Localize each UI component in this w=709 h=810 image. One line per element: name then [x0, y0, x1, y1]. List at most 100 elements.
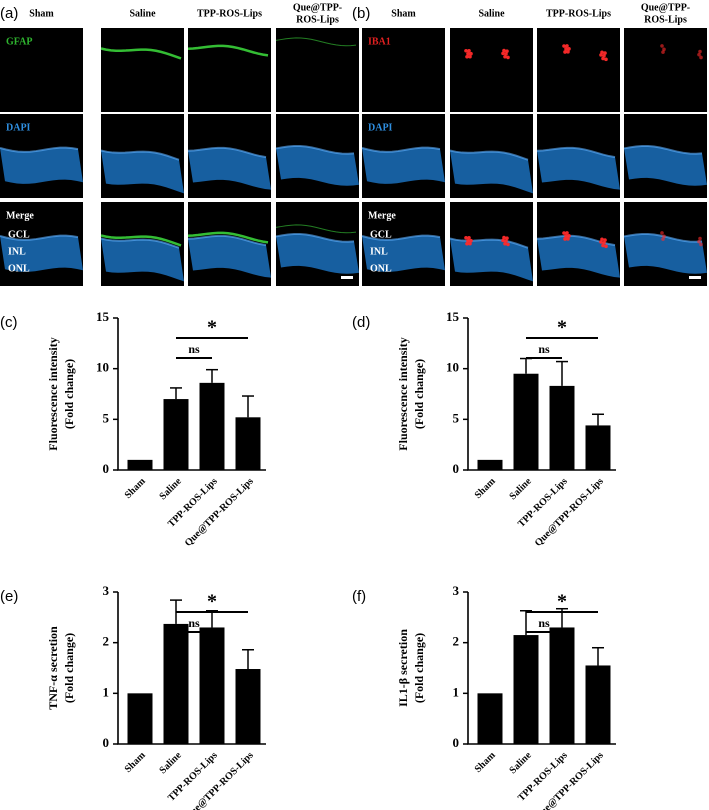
bar [199, 382, 225, 470]
nuclei-band [188, 147, 271, 190]
y-tick-label: 0 [453, 461, 460, 476]
bar [513, 635, 539, 744]
bar [585, 425, 611, 470]
layer-label: ONL [370, 263, 392, 274]
gfap-signal [275, 224, 357, 234]
bar [477, 693, 503, 744]
y-tick-label: 3 [103, 583, 110, 598]
iba1-signal [567, 234, 571, 238]
gfap-signal [275, 37, 357, 47]
bar [477, 459, 503, 470]
bar [163, 399, 189, 470]
nuclei-band [449, 237, 529, 249]
column-header: ROS-Lips [644, 14, 687, 25]
significance-label: ns [538, 616, 550, 630]
significance-label: * [207, 317, 217, 339]
iba1-signal [698, 49, 702, 54]
bar [127, 459, 153, 470]
bar [585, 665, 611, 744]
panel-label: (f) [352, 588, 366, 605]
panel-label: (b) [352, 5, 370, 22]
significance-label: * [207, 591, 217, 613]
layer-label: INL [370, 246, 388, 257]
bar [163, 623, 189, 744]
column-header: Sham [29, 8, 54, 19]
stain-label: Merge [6, 210, 34, 221]
iba1-signal [566, 237, 570, 241]
nuclei-band [537, 235, 620, 278]
iba1-signal [699, 55, 703, 60]
iba1-signal [697, 52, 701, 57]
iba1-signal [501, 238, 505, 243]
micrograph [624, 28, 707, 112]
iba1-signal [469, 238, 473, 243]
bar [549, 385, 575, 470]
bar [549, 627, 575, 744]
iba1-signal [661, 50, 665, 54]
iba1-signal [602, 241, 606, 245]
iba1-signal [468, 241, 472, 246]
nuclei-band [275, 144, 355, 155]
iba1-signal [567, 47, 571, 51]
nuclei-band [536, 146, 616, 159]
iba1-signal [464, 48, 468, 53]
y-axis-label: (Fold change) [62, 633, 76, 703]
iba1-signal [506, 55, 510, 60]
gfap-signal [187, 44, 269, 57]
nuclei-band [362, 235, 445, 272]
iba1-signal [469, 51, 473, 56]
nuclei-band [101, 150, 184, 194]
iba1-signal [501, 51, 505, 56]
stain-label: DAPI [368, 122, 393, 133]
nuclei-band [361, 234, 441, 241]
iba1-signal [563, 237, 567, 241]
significance-label: * [557, 317, 567, 339]
x-tick-label: Sham [123, 475, 149, 501]
iba1-signal [565, 231, 569, 235]
y-tick-label: 0 [453, 735, 460, 750]
y-tick-label: 3 [453, 583, 460, 598]
bar [235, 417, 261, 470]
y-axis-label: (Fold change) [62, 359, 76, 429]
nuclei-band [361, 146, 441, 153]
y-tick-label: 1 [103, 684, 110, 699]
iba1-signal [564, 47, 568, 51]
iba1-signal [502, 235, 506, 240]
y-tick-label: 1 [453, 684, 460, 699]
bar [235, 669, 261, 744]
nuclei-band [450, 238, 533, 282]
iba1-signal [505, 236, 509, 240]
y-tick-label: 2 [103, 634, 110, 649]
y-axis-label: (Fold change) [412, 359, 426, 429]
y-tick-label: 15 [96, 309, 110, 324]
gfap-signal [100, 47, 182, 60]
x-tick-label: Saline [157, 750, 184, 777]
y-axis-label: IL1-β secretion [396, 629, 410, 707]
significance-label: * [557, 591, 567, 613]
bar [127, 693, 153, 744]
column-header: TPP-ROS-Lips [197, 8, 262, 19]
column-header: Sham [391, 8, 416, 19]
y-tick-label: 10 [96, 360, 109, 375]
iba1-signal [601, 56, 605, 61]
y-tick-label: 0 [103, 735, 110, 750]
stain-label: IBA1 [368, 36, 391, 47]
significance-label: ns [538, 342, 550, 356]
significance-label: ns [188, 616, 200, 630]
iba1-signal [466, 238, 470, 243]
micrograph [276, 28, 359, 112]
iba1-signal [600, 237, 604, 242]
micrograph [0, 28, 83, 112]
iba1-signal [604, 244, 608, 249]
iba1-signal [599, 240, 603, 244]
nuclei-band [187, 234, 267, 247]
panel-label: (d) [352, 314, 370, 331]
iba1-signal [662, 234, 666, 239]
nuclei-band [188, 235, 271, 278]
y-axis-label: Fluorescence intensity [46, 337, 60, 450]
iba1-signal [565, 44, 569, 48]
nuclei-band [275, 232, 355, 243]
iba1-signal [603, 238, 607, 242]
bar [513, 373, 539, 470]
